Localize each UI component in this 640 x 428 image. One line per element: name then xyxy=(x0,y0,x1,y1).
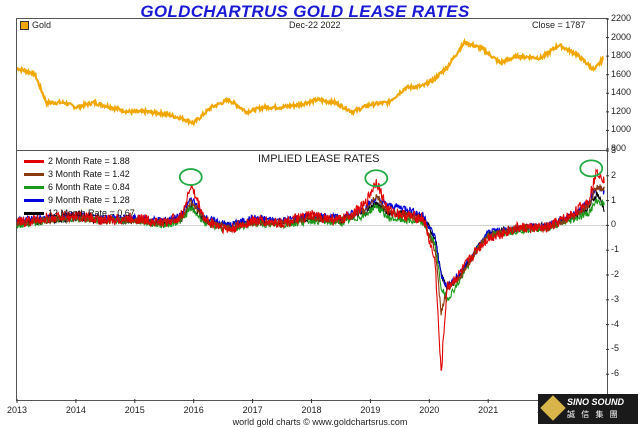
x-year-tick: 2013 xyxy=(6,405,28,415)
legend-9-month: 9 Month Rate = 1.28 xyxy=(24,195,130,205)
lease-y-tick: 3 xyxy=(611,145,617,155)
lease-y-tick: 1 xyxy=(611,194,617,205)
gold-y-tick: 1000 xyxy=(611,124,632,135)
logo-name: SINO SOUND xyxy=(567,397,625,407)
lease-y-tick: 2 xyxy=(611,169,617,180)
peak-highlight-circle xyxy=(364,169,389,188)
legend-12-month-swatch xyxy=(24,212,44,216)
x-year-tick: 2015 xyxy=(124,405,145,415)
logo-subtitle: 誠 信 集 團 xyxy=(567,410,620,419)
legend-9-month-swatch xyxy=(24,199,44,203)
x-year-tick: 2021 xyxy=(478,405,499,415)
lease-y-tick: -2 xyxy=(611,269,620,279)
x-year-tick: 2014 xyxy=(65,405,86,415)
legend-3-month: 3 Month Rate = 1.42 xyxy=(24,169,130,179)
footer-credit: world gold charts © www.goldchartsrus.co… xyxy=(232,417,408,427)
gold-legend: Gold xyxy=(20,20,52,31)
legend-3-month-label: 3 Month Rate = 1.42 xyxy=(48,169,130,179)
legend-2-month-swatch xyxy=(24,160,44,164)
close-price: Close = 1787 xyxy=(532,20,586,30)
gold-y-tick: 1600 xyxy=(611,68,632,79)
x-year-tick: 2018 xyxy=(301,405,322,415)
lease-y-tick: 0 xyxy=(611,219,617,230)
x-year-tick: 2017 xyxy=(242,405,263,415)
gold-legend-swatch xyxy=(20,21,29,31)
lease-y-tick: -5 xyxy=(611,343,620,354)
peak-highlight-circle xyxy=(178,168,203,186)
legend-12-month: 12 Month Rate = 0.67 xyxy=(24,208,135,218)
legend-9-month-label: 9 Month Rate = 1.28 xyxy=(48,195,130,205)
legend-6-month-label: 6 Month Rate = 0.84 xyxy=(48,182,130,192)
lease-y-tick: -3 xyxy=(611,293,620,304)
x-year-tick: 2016 xyxy=(183,405,204,415)
gold-y-tick: 1400 xyxy=(611,87,632,98)
x-year-tick: 2020 xyxy=(419,405,440,415)
gold-legend-label: Gold xyxy=(32,20,52,30)
legend-2-month: 2 Month Rate = 1.88 xyxy=(24,156,130,166)
sino-sound-logo: SINO SOUND 誠 信 集 團 xyxy=(538,394,638,424)
gold-price-line xyxy=(16,37,604,127)
rate-2-month-line xyxy=(16,168,605,371)
rate-12-month-line xyxy=(16,190,605,291)
legend-2-month-label: 2 Month Rate = 1.88 xyxy=(48,156,130,166)
legend-3-month-swatch xyxy=(24,173,44,177)
chart-date: Dec-22 2022 xyxy=(289,20,341,30)
peak-highlight-circle xyxy=(579,159,604,178)
lease-y-tick: -1 xyxy=(611,244,620,255)
legend-6-month: 6 Month Rate = 0.84 xyxy=(24,182,130,192)
gold-y-tick: 2000 xyxy=(611,31,632,42)
legend-6-month-swatch xyxy=(24,186,44,190)
chart-title: GOLDCHARTRUS GOLD LEASE RATES xyxy=(140,2,470,21)
x-year-tick: 2019 xyxy=(360,405,381,415)
gold-y-tick: 800 xyxy=(611,143,627,153)
gold-y-tick: 1200 xyxy=(611,105,632,116)
lease-rates-title: IMPLIED LEASE RATES xyxy=(258,153,380,165)
gold-price-panel xyxy=(16,18,608,151)
gold-y-tick: 1800 xyxy=(611,50,632,61)
logo-diamond-icon xyxy=(540,395,566,421)
lease-y-tick: -6 xyxy=(611,368,620,379)
legend-12-month-label: 12 Month Rate = 0.67 xyxy=(48,208,135,218)
gold-y-tick: 2200 xyxy=(611,13,632,23)
lease-y-tick: -4 xyxy=(611,318,620,329)
